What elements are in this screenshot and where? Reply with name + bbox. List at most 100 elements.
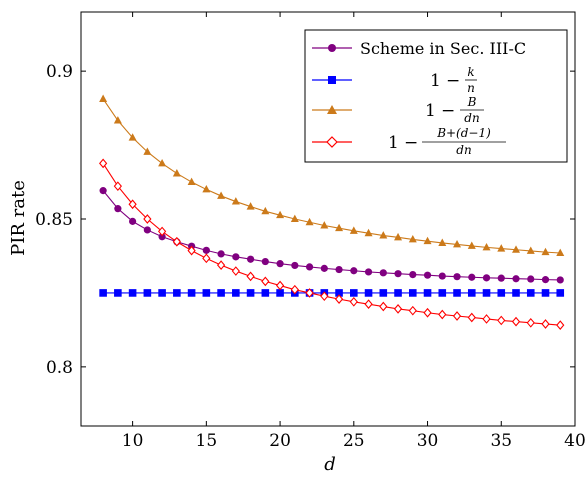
series-layer bbox=[98, 94, 565, 331]
data-point bbox=[158, 159, 167, 167]
data-point bbox=[143, 147, 152, 155]
legend-entry-b-over-dn: 1 − B dn bbox=[312, 95, 484, 125]
data-point bbox=[114, 205, 122, 213]
x-axis-label: d bbox=[324, 454, 336, 475]
data-point bbox=[526, 289, 535, 297]
data-point bbox=[187, 177, 196, 186]
data-point bbox=[128, 289, 137, 297]
data-point bbox=[291, 261, 299, 270]
data-point bbox=[202, 253, 211, 264]
data-point bbox=[512, 289, 520, 297]
data-point bbox=[305, 288, 314, 298]
data-point bbox=[453, 240, 462, 248]
x-tick-label: 20 bbox=[269, 431, 291, 451]
data-point bbox=[231, 266, 240, 276]
data-point bbox=[172, 169, 181, 177]
legend-entry-bd1-over-dn: 1 − B+(d−1) dn bbox=[312, 126, 506, 157]
x-tick-label: 10 bbox=[122, 431, 144, 451]
data-point bbox=[157, 226, 167, 237]
data-point bbox=[276, 210, 285, 219]
y-tick-label: 0.85 bbox=[35, 210, 73, 230]
x-tick-label: 35 bbox=[490, 431, 512, 451]
data-point bbox=[512, 275, 520, 283]
data-point bbox=[527, 275, 535, 283]
data-point bbox=[290, 284, 299, 295]
legend-one: 1 bbox=[425, 101, 436, 121]
data-point bbox=[409, 270, 417, 279]
data-point bbox=[556, 289, 565, 297]
data-point bbox=[335, 223, 344, 232]
legend-one: 1 bbox=[388, 133, 399, 153]
data-point bbox=[261, 276, 270, 287]
data-point bbox=[187, 289, 196, 297]
data-point bbox=[541, 247, 550, 256]
data-point bbox=[99, 94, 108, 102]
data-point bbox=[526, 317, 535, 328]
data-point bbox=[202, 289, 211, 297]
x-tick-label: 15 bbox=[196, 431, 218, 451]
data-point bbox=[482, 314, 491, 324]
data-point bbox=[261, 206, 270, 215]
data-point bbox=[364, 228, 373, 237]
data-point bbox=[482, 242, 491, 251]
legend-triangle-marker bbox=[327, 105, 337, 114]
data-point bbox=[556, 276, 564, 284]
data-point bbox=[246, 289, 255, 297]
series-4 bbox=[98, 158, 565, 331]
data-point bbox=[187, 245, 196, 256]
data-point bbox=[113, 181, 122, 192]
data-point bbox=[334, 294, 344, 304]
data-point bbox=[393, 304, 403, 314]
data-point bbox=[408, 235, 417, 243]
data-point bbox=[541, 289, 550, 297]
data-point bbox=[143, 289, 152, 297]
data-point bbox=[158, 289, 166, 297]
data-point bbox=[99, 187, 107, 195]
data-point bbox=[526, 246, 535, 254]
data-point bbox=[379, 301, 388, 312]
data-point bbox=[364, 289, 373, 297]
data-point bbox=[320, 264, 328, 272]
data-point bbox=[497, 244, 506, 252]
data-point bbox=[129, 217, 137, 225]
legend-minus: − bbox=[446, 71, 460, 91]
data-point bbox=[497, 289, 506, 297]
legend-n: n bbox=[467, 81, 475, 95]
data-point bbox=[335, 265, 343, 274]
data-point bbox=[335, 289, 343, 297]
data-point bbox=[423, 307, 432, 318]
data-point bbox=[232, 253, 240, 261]
axis-ticks: 10 15 20 25 30 35 40 0.8 0.85 0.9 bbox=[35, 12, 586, 451]
legend-label-scheme: Scheme in Sec. III-C bbox=[360, 39, 526, 58]
data-point bbox=[216, 260, 226, 270]
x-tick-label: 40 bbox=[564, 431, 586, 451]
data-point bbox=[364, 299, 373, 310]
data-point bbox=[276, 289, 284, 297]
data-point bbox=[217, 289, 225, 297]
y-axis-label: PIR rate bbox=[8, 180, 29, 256]
data-point bbox=[438, 238, 447, 246]
legend-dn: dn bbox=[456, 143, 471, 157]
data-point bbox=[246, 202, 255, 210]
data-point bbox=[261, 257, 269, 266]
data-point bbox=[556, 248, 565, 257]
data-point bbox=[113, 116, 122, 124]
data-point bbox=[202, 185, 211, 193]
data-point bbox=[350, 267, 358, 275]
data-point bbox=[438, 272, 446, 280]
data-point bbox=[128, 133, 137, 141]
data-point bbox=[423, 271, 432, 279]
data-point bbox=[143, 226, 151, 234]
data-point bbox=[379, 269, 387, 277]
data-point bbox=[497, 274, 505, 282]
data-point bbox=[305, 263, 314, 271]
data-point bbox=[453, 289, 461, 297]
legend-entry-scheme: Scheme in Sec. III-C bbox=[312, 39, 526, 58]
data-point bbox=[482, 274, 491, 282]
legend-minus: − bbox=[441, 101, 455, 121]
data-point bbox=[232, 289, 240, 297]
data-point bbox=[541, 276, 550, 284]
data-point bbox=[379, 289, 388, 297]
data-point bbox=[467, 241, 476, 249]
